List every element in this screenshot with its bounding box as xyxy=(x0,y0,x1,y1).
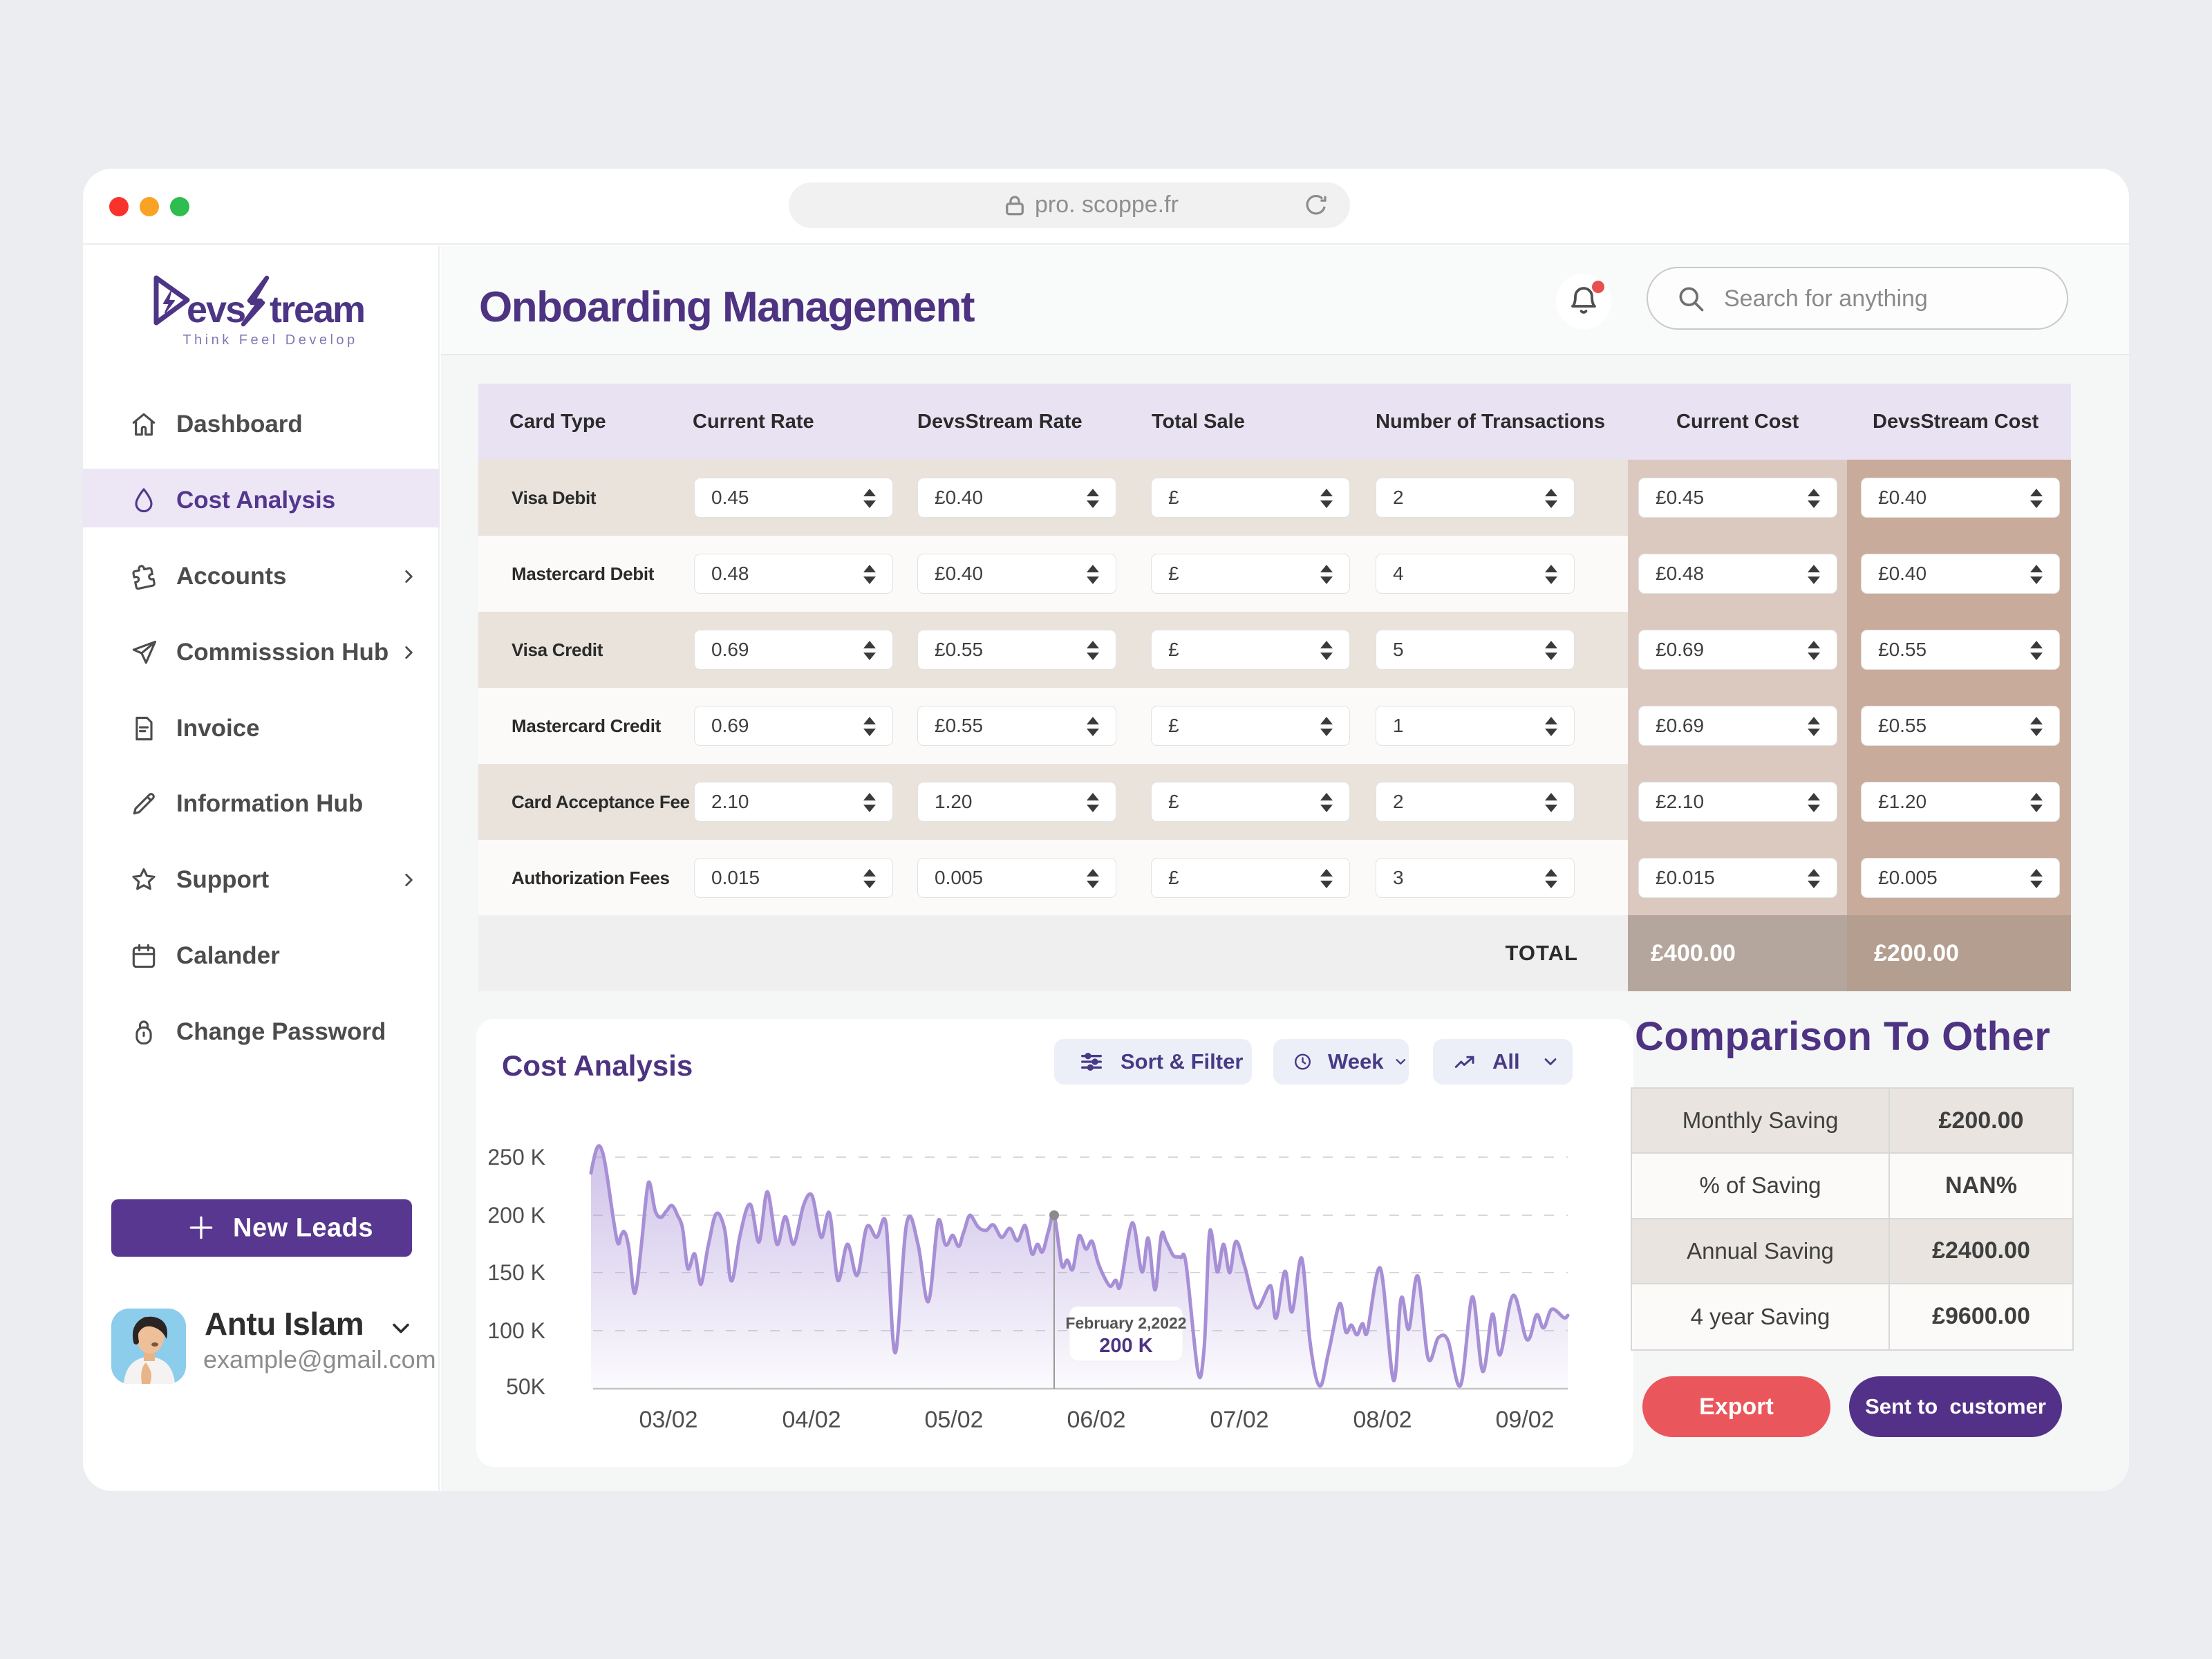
svg-text:evs: evs xyxy=(187,289,245,330)
svg-text:05/02: 05/02 xyxy=(924,1407,983,1433)
svg-text:04/02: 04/02 xyxy=(782,1407,841,1433)
svg-text:09/02: 09/02 xyxy=(1495,1407,1554,1433)
svg-text:tream: tream xyxy=(270,289,364,330)
svg-text:February 2,2022: February 2,2022 xyxy=(1065,1314,1186,1332)
svg-text:200 K: 200 K xyxy=(487,1203,545,1228)
svg-text:200 K: 200 K xyxy=(1099,1335,1152,1357)
svg-text:06/02: 06/02 xyxy=(1067,1407,1125,1433)
svg-text:08/02: 08/02 xyxy=(1353,1407,1412,1433)
svg-text:150 K: 150 K xyxy=(487,1260,545,1285)
svg-text:50K: 50K xyxy=(506,1374,545,1399)
svg-text:100 K: 100 K xyxy=(487,1318,545,1343)
svg-text:03/02: 03/02 xyxy=(639,1407,697,1433)
svg-text:07/02: 07/02 xyxy=(1210,1407,1268,1433)
svg-text:Think Feel Develop: Think Feel Develop xyxy=(182,332,357,348)
svg-text:250 K: 250 K xyxy=(487,1145,545,1170)
